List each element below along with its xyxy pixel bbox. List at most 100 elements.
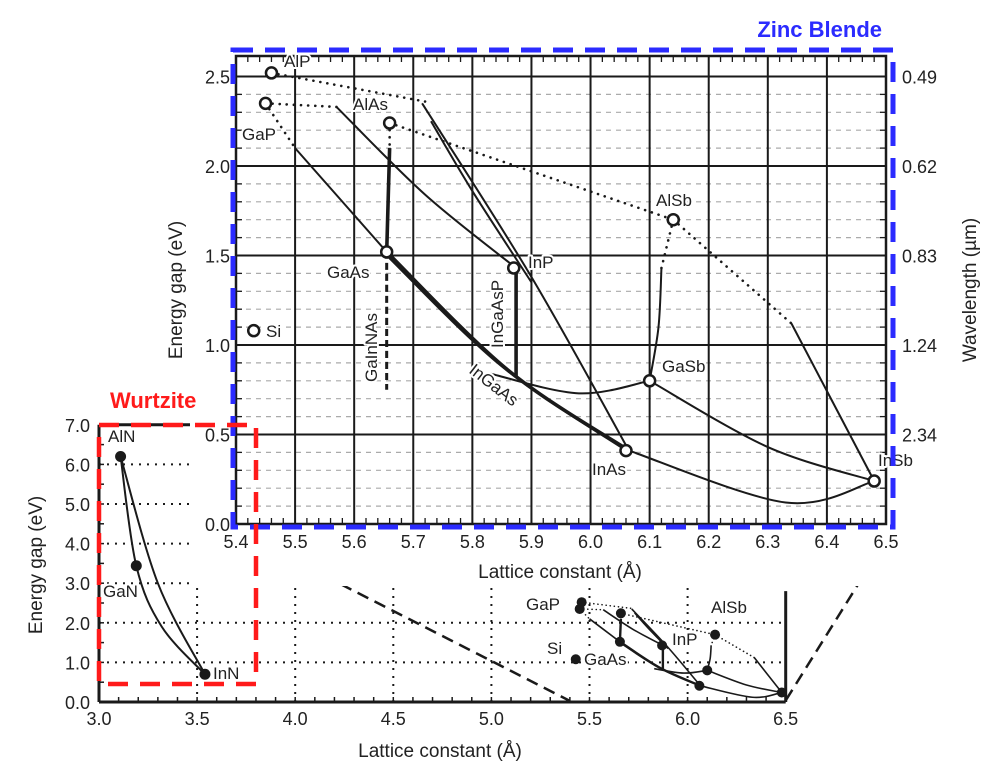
point-label-si: Si bbox=[266, 322, 281, 341]
wurtzite-alloy-curve bbox=[119, 456, 206, 675]
overview-point-si bbox=[570, 654, 581, 665]
overview-point-gaas bbox=[614, 636, 625, 647]
x-tick-label: 5.6 bbox=[342, 532, 367, 552]
x-tick-label: 4.0 bbox=[283, 709, 308, 729]
overview-alloy-curve bbox=[620, 612, 716, 636]
x-axis-title: Lattice constant (Å) bbox=[358, 741, 522, 762]
x-tick-label: 6.4 bbox=[814, 532, 839, 552]
x-tick-label: 6.3 bbox=[755, 532, 780, 552]
alloy-label-ingaasp: InGaAsP bbox=[488, 280, 507, 348]
x-tick-label: 5.0 bbox=[479, 709, 504, 729]
y2-axis-title: Wavelength (µm) bbox=[960, 218, 981, 362]
overview-point-gap bbox=[574, 603, 585, 614]
x-tick-label: 6.0 bbox=[578, 532, 603, 552]
alloy-curve bbox=[335, 106, 517, 269]
overview-alloy-curve bbox=[631, 608, 701, 687]
zinc-blende-frame bbox=[230, 47, 896, 530]
point-inp bbox=[506, 261, 521, 275]
y-tick-label: 4.0 bbox=[65, 535, 90, 555]
point-si bbox=[246, 323, 261, 338]
x-tick-label: 3.5 bbox=[185, 709, 210, 729]
overview-alloy-curve bbox=[700, 685, 782, 699]
point-label-inn: InN bbox=[213, 664, 239, 683]
y-axis-title: Energy gap (eV) bbox=[26, 496, 47, 634]
point-alsb bbox=[666, 212, 681, 227]
y-tick-label: 5.0 bbox=[65, 495, 90, 515]
x-tick-label: 6.0 bbox=[675, 709, 700, 729]
x-tick-label: 6.1 bbox=[637, 532, 662, 552]
x-tick-label: 6.5 bbox=[773, 709, 798, 729]
overview-alloy-curve bbox=[619, 641, 701, 687]
point-label-alsb: AlSb bbox=[656, 191, 692, 210]
x-tick-label: 5.7 bbox=[401, 532, 426, 552]
y-tick-label: 2.0 bbox=[205, 157, 230, 177]
alloy-curve bbox=[264, 102, 297, 150]
zoom-connector-right bbox=[784, 545, 884, 701]
alloy-curve bbox=[489, 372, 650, 395]
point-gasb bbox=[642, 374, 657, 388]
overview-alloy-curve bbox=[654, 667, 708, 674]
x-axis-title: Lattice constant (Å) bbox=[478, 562, 642, 583]
overview-alloy-curve bbox=[706, 669, 782, 694]
point-label-alp: AlP bbox=[284, 52, 310, 71]
alloy-curve bbox=[628, 449, 875, 505]
alloy-curve bbox=[264, 102, 338, 109]
y-tick-label: 0.0 bbox=[205, 515, 230, 535]
y-tick-label: 1.5 bbox=[205, 247, 230, 267]
y2-tick-label: 0.83 bbox=[902, 247, 937, 267]
alloy-curve bbox=[386, 254, 630, 454]
point-label-gan: GaN bbox=[103, 582, 138, 601]
overview-point-alas bbox=[615, 608, 626, 619]
point-aln bbox=[115, 450, 127, 462]
overview-alloy-curve bbox=[714, 633, 756, 659]
y2-tick-label: 0.62 bbox=[902, 157, 937, 177]
overview-label-gaas: GaAs bbox=[584, 650, 627, 669]
overview-label-alsb: AlSb bbox=[711, 598, 747, 617]
x-tick-label: 6.5 bbox=[873, 532, 898, 552]
alloy-curve bbox=[388, 121, 675, 221]
x-tick-label: 3.0 bbox=[86, 709, 111, 729]
alloy-curve bbox=[649, 379, 875, 482]
overview-label-inp: InP bbox=[672, 630, 698, 649]
y2-tick-label: 0.49 bbox=[902, 68, 937, 88]
point-label-gaas: GaAs bbox=[327, 263, 370, 282]
highlight-frames bbox=[96, 47, 896, 687]
overview-point-gasb bbox=[702, 665, 713, 676]
alloy-curve bbox=[790, 323, 876, 482]
wurtzite-title: Wurtzite bbox=[110, 388, 196, 413]
overview-point-insb bbox=[776, 687, 787, 698]
point-gan bbox=[130, 560, 142, 572]
y-tick-label: 0.5 bbox=[205, 426, 230, 446]
alloy-label-gainnas: GaInNAs bbox=[362, 313, 381, 382]
point-alp bbox=[264, 66, 279, 80]
point-inn bbox=[199, 668, 211, 680]
zinc-blende-title: Zinc Blende bbox=[757, 17, 882, 42]
y2-tick-label: 1.24 bbox=[902, 336, 937, 356]
point-gap bbox=[258, 96, 273, 111]
overview-point-inas bbox=[694, 680, 705, 691]
y-tick-label: 2.0 bbox=[65, 614, 90, 634]
alloy-curve bbox=[648, 267, 663, 381]
x-tick-label: 5.5 bbox=[577, 709, 602, 729]
x-tick-label: 4.5 bbox=[381, 709, 406, 729]
alloy-curve bbox=[421, 102, 630, 452]
alloy-curve bbox=[270, 71, 427, 103]
y-tick-label: 7.0 bbox=[65, 416, 90, 436]
y-tick-label: 2.5 bbox=[205, 68, 230, 88]
y-tick-label: 0.0 bbox=[65, 693, 90, 713]
x-tick-label: 6.2 bbox=[696, 532, 721, 552]
y-tick-label: 1.0 bbox=[65, 653, 90, 673]
point-label-inas: InAs bbox=[592, 460, 626, 479]
y-tick-label: 1.0 bbox=[205, 336, 230, 356]
point-alas bbox=[382, 116, 397, 130]
point-label-gasb: GaSb bbox=[662, 357, 705, 376]
overview-alloy-curve bbox=[602, 609, 664, 647]
x-tick-label: 5.8 bbox=[460, 532, 485, 552]
plot-frame bbox=[234, 54, 888, 526]
x-tick-label: 5.9 bbox=[519, 532, 544, 552]
point-label-gap: GaP bbox=[242, 125, 276, 144]
point-gaas bbox=[379, 245, 394, 259]
overview-label-gap: GaP bbox=[526, 595, 560, 614]
